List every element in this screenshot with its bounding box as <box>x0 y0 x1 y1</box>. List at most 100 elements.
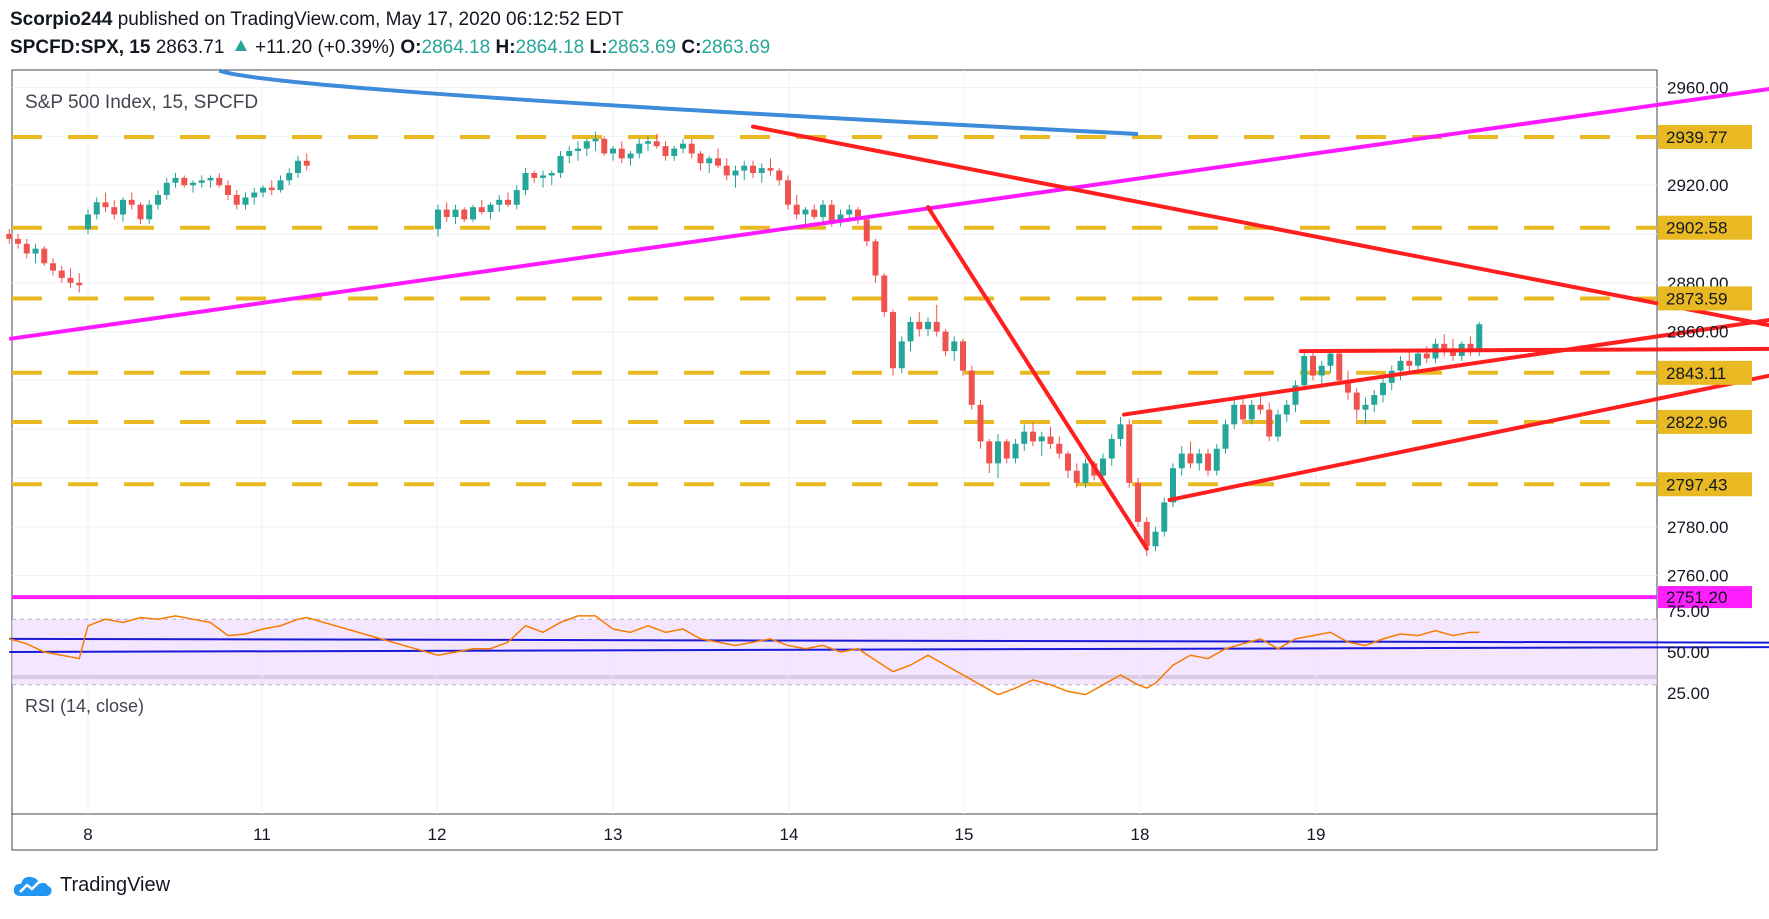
candle <box>610 146 616 161</box>
candle <box>198 175 205 188</box>
candles <box>6 131 1483 557</box>
candle-body <box>452 209 459 217</box>
candle <box>960 338 966 376</box>
blue-arc <box>218 68 1139 136</box>
candle-body <box>531 173 538 178</box>
candle-body <box>1327 353 1334 366</box>
candle <box>1318 360 1325 386</box>
candle-body <box>146 204 153 220</box>
time-tick-label: 8 <box>83 825 92 844</box>
candle-body <box>680 143 686 149</box>
candle <box>1240 397 1246 425</box>
candle-body <box>645 141 651 144</box>
candle-body <box>1047 436 1054 444</box>
candle-body <box>242 197 249 205</box>
candle-body <box>907 321 914 342</box>
support-label-text: 2751.20 <box>1666 588 1727 607</box>
candle-body <box>461 209 468 220</box>
candle-body <box>1222 424 1229 449</box>
candle <box>750 160 756 178</box>
candle <box>1117 417 1124 447</box>
candle-body <box>1283 404 1290 415</box>
candle-body <box>1380 382 1386 396</box>
candle-body <box>741 165 748 171</box>
candle-body <box>706 158 713 164</box>
red-trendline <box>926 205 1149 551</box>
candle <box>172 173 179 188</box>
brand-name[interactable]: TradingView <box>60 873 171 896</box>
candle <box>496 194 503 213</box>
candle <box>872 238 879 283</box>
up-arrow-icon <box>234 40 247 51</box>
support-label-box <box>1658 586 1752 609</box>
candle <box>583 138 590 156</box>
candle-body <box>968 370 975 405</box>
candle <box>1441 334 1448 356</box>
candle <box>1222 419 1229 454</box>
candle-body <box>198 180 205 183</box>
last-price: 2863.71 <box>155 37 225 58</box>
price-tick-label: 2860.00 <box>1667 323 1728 342</box>
candle <box>85 209 91 234</box>
candle <box>58 265 65 283</box>
candle-body <box>723 165 730 176</box>
candle-body <box>522 173 529 191</box>
candle <box>785 175 791 210</box>
candle-body <box>1030 431 1036 442</box>
candle-body <box>1476 324 1483 352</box>
author-name[interactable]: Scorpio244 <box>10 9 113 30</box>
candle-body <box>1362 404 1369 410</box>
candle-body <box>890 312 896 369</box>
candle <box>715 148 721 169</box>
candle <box>942 329 949 356</box>
candle-body <box>295 160 301 173</box>
candle <box>260 185 266 198</box>
price-tick-label: 2780.00 <box>1667 518 1728 537</box>
candle-body <box>1301 356 1308 386</box>
candle <box>890 309 896 376</box>
candle <box>50 258 56 276</box>
candle <box>645 136 651 152</box>
symbol-name[interactable]: SPCFD:SPX, 15 <box>10 37 151 58</box>
price-label-box <box>1658 124 1752 149</box>
candle-body <box>1073 470 1080 483</box>
candle <box>767 158 774 176</box>
candle-body <box>93 202 100 215</box>
candle-body <box>933 321 940 332</box>
price-tick-label: 2960.00 <box>1667 79 1728 98</box>
candle-body <box>1371 395 1378 405</box>
tradingview-cloud-icon[interactable] <box>12 872 54 898</box>
price-label-box <box>1658 472 1752 497</box>
high-label: H: <box>495 37 516 58</box>
candle <box>688 138 695 159</box>
candle <box>32 243 39 264</box>
candle <box>1047 426 1054 449</box>
candle <box>1353 387 1360 420</box>
candle-body <box>172 177 179 183</box>
grid <box>12 70 1657 814</box>
close-label: C: <box>681 37 702 58</box>
candle-body <box>601 138 608 154</box>
time-tick-label: 13 <box>604 825 623 844</box>
candle-body <box>855 209 861 220</box>
candle <box>951 336 958 361</box>
candle <box>1187 441 1194 469</box>
candle <box>76 273 83 293</box>
candle-body <box>67 277 74 283</box>
candle-body <box>1397 360 1404 371</box>
candle <box>802 207 809 225</box>
candle <box>207 175 214 188</box>
symbol-line: SPCFD:SPX, 15 2863.71 +11.20 (+0.39%) O:… <box>10 34 770 62</box>
candle-body <box>820 204 826 217</box>
candle-body <box>1213 448 1220 471</box>
candle <box>181 175 188 188</box>
candle-body <box>1056 443 1063 454</box>
candle-body <box>636 143 643 154</box>
candle <box>820 199 826 222</box>
candle-body <box>776 170 783 181</box>
axes: 2960.002920.002880.002860.002780.002760.… <box>83 79 1752 844</box>
candle-body <box>225 185 231 195</box>
candle <box>925 316 931 337</box>
candle <box>478 199 485 215</box>
